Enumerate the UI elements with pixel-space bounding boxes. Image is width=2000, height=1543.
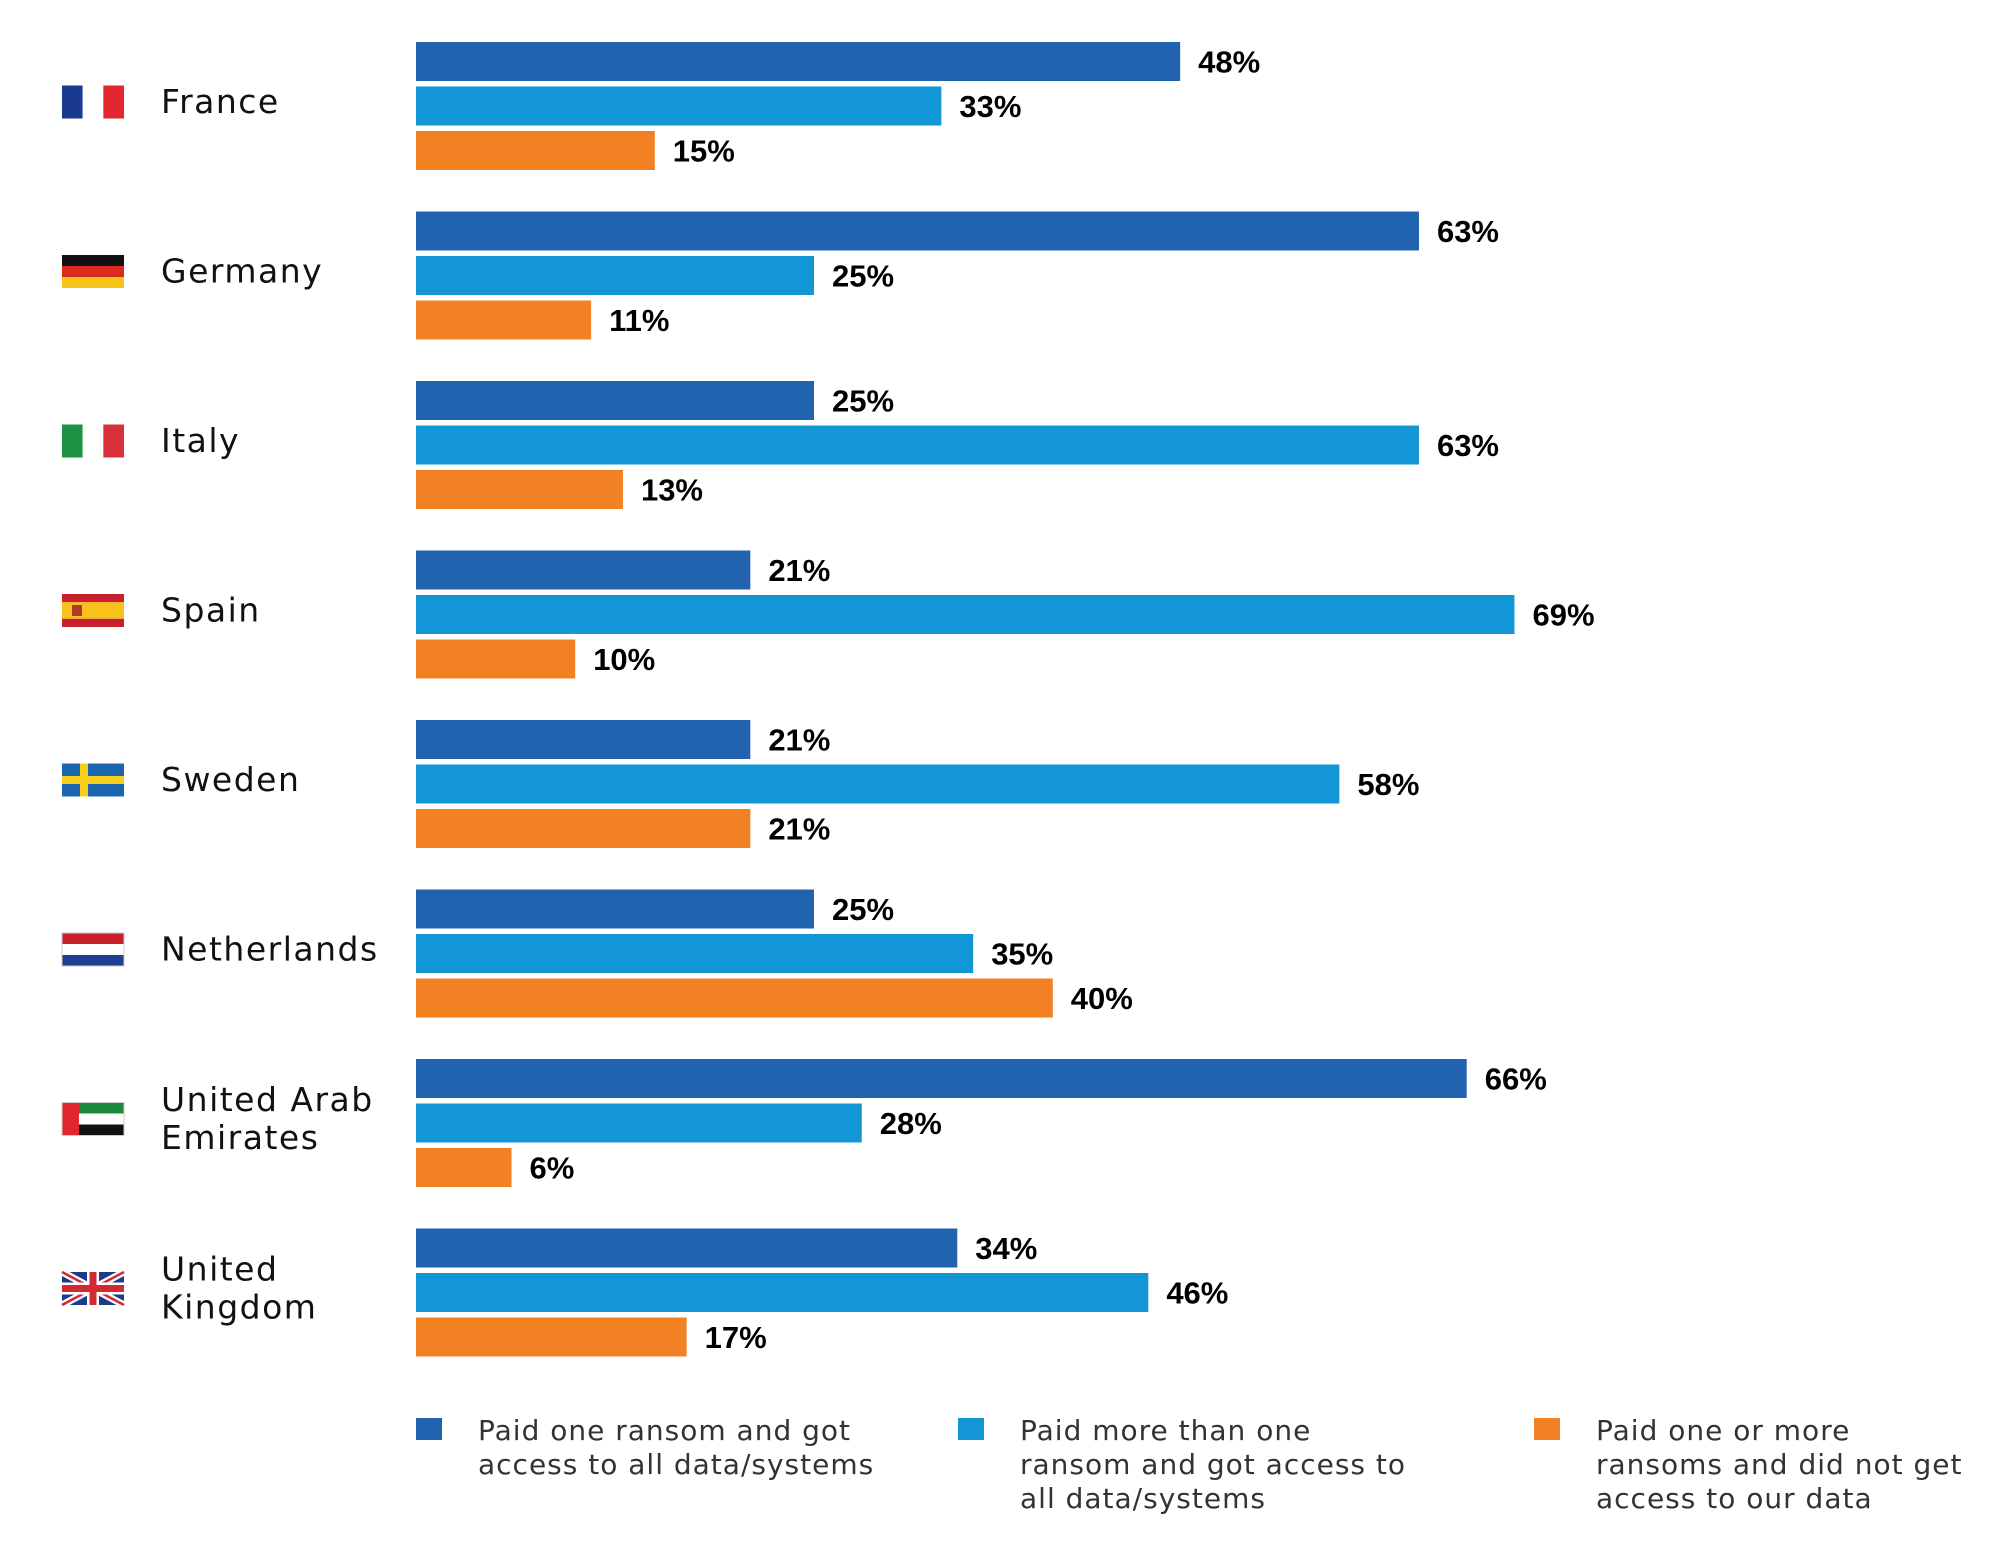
bar-sweden-series-1	[416, 720, 751, 759]
bar-france-series-2	[416, 86, 942, 126]
value-label-germany-series-3: 11%	[609, 303, 669, 338]
value-label-sweden-series-2: 58%	[1357, 767, 1419, 802]
value-label-united-kingdom-series-2: 46%	[1166, 1276, 1228, 1311]
france-flag-icon	[62, 85, 124, 119]
value-label-france-series-2: 33%	[959, 89, 1021, 124]
bar-united-arab-emirates-series-3	[416, 1148, 512, 1187]
bar-united-kingdom-series-1	[416, 1228, 958, 1268]
country-label-italy: Italy	[161, 421, 240, 460]
legend-swatch-series-3	[1534, 1418, 1560, 1440]
value-label-france-series-1: 48%	[1198, 45, 1260, 80]
value-label-italy-series-3: 13%	[641, 473, 703, 508]
bar-france-series-1	[416, 42, 1181, 81]
value-label-netherlands-series-2: 35%	[991, 937, 1053, 972]
uk-flag-icon	[60, 1268, 126, 1309]
legend-label-series-2-line-3: all data/systems	[1020, 1482, 1266, 1515]
legend-label-series-2-line-1: Paid more than one	[1020, 1414, 1311, 1447]
spain-flag-icon	[62, 594, 124, 627]
bar-italy-series-2	[416, 425, 1419, 465]
bar-sweden-series-2	[416, 764, 1340, 804]
legend-label-series-3-line-3: access to our data	[1596, 1482, 1873, 1515]
italy-flag-icon	[62, 424, 124, 458]
country-label-germany: Germany	[161, 252, 323, 291]
value-label-spain-series-1: 21%	[768, 553, 830, 588]
country-label-sweden: Sweden	[161, 760, 300, 799]
netherlands-flag-icon	[61, 932, 125, 967]
bar-sweden-series-3	[416, 809, 751, 848]
country-label-spain: Spain	[161, 591, 261, 630]
bar-germany-series-1	[416, 211, 1419, 251]
value-label-united-arab-emirates-series-3: 6%	[530, 1151, 575, 1186]
bar-netherlands-series-1	[416, 889, 814, 929]
bar-united-arab-emirates-series-1	[416, 1059, 1467, 1098]
uae-flag-icon	[61, 1102, 125, 1136]
legend-label-series-1-line-1: Paid one ransom and got	[478, 1414, 851, 1447]
bar-germany-series-3	[416, 300, 592, 340]
value-label-united-kingdom-series-3: 17%	[705, 1320, 767, 1355]
value-label-united-arab-emirates-series-1: 66%	[1485, 1062, 1547, 1097]
value-label-sweden-series-3: 21%	[768, 812, 830, 847]
country-label-united-kingdom-line-1: United	[161, 1250, 278, 1289]
country-label-united-arab-emirates-line-1: United Arab	[161, 1080, 374, 1119]
value-label-netherlands-series-3: 40%	[1071, 981, 1133, 1016]
country-labels: France Germany Italy Spain Sweden Netherlands…	[161, 82, 379, 1327]
germany-flag-icon	[62, 255, 124, 288]
bar-italy-series-1	[416, 381, 814, 420]
bar-italy-series-3	[416, 470, 623, 509]
bar-netherlands-series-3	[416, 978, 1053, 1018]
bar-spain-series-3	[416, 639, 576, 679]
flags	[60, 85, 126, 1309]
bar-spain-series-2	[416, 595, 1515, 634]
legend-label-series-2-line-2: ransom and got access to	[1020, 1448, 1406, 1481]
bar-france-series-3	[416, 131, 655, 170]
bars	[416, 42, 1515, 1357]
value-label-united-arab-emirates-series-2: 28%	[880, 1106, 942, 1141]
country-label-united-kingdom-line-2: Kingdom	[161, 1288, 317, 1327]
value-label-france-series-3: 15%	[673, 134, 735, 169]
legend-label-series-3-line-1: Paid one or more	[1596, 1414, 1850, 1447]
bar-united-arab-emirates-series-2	[416, 1103, 862, 1143]
country-label-united-arab-emirates-line-2: Emirates	[161, 1118, 319, 1157]
legend-label-series-1-line-2: access to all data/systems	[478, 1448, 874, 1481]
legend-label-series-3-line-2: ransoms and did not get	[1596, 1448, 1962, 1481]
country-label-france: France	[161, 82, 280, 121]
bar-netherlands-series-2	[416, 934, 974, 973]
legend-swatch-series-1	[416, 1418, 442, 1440]
value-label-spain-series-2: 69%	[1532, 598, 1594, 633]
bar-united-kingdom-series-3	[416, 1317, 687, 1357]
sweden-flag-icon	[62, 763, 124, 797]
value-label-spain-series-3: 10%	[593, 642, 655, 677]
bar-spain-series-1	[416, 550, 751, 590]
value-label-germany-series-2: 25%	[832, 259, 894, 294]
value-label-sweden-series-1: 21%	[768, 723, 830, 758]
legend-swatch-series-2	[958, 1418, 984, 1440]
value-labels: 48% 33% 15% 63% 25% 11% 25% 63% 13% 21% 69% 10% 21% 5…	[530, 45, 1595, 1356]
value-label-netherlands-series-1: 25%	[832, 892, 894, 927]
value-label-united-kingdom-series-1: 34%	[975, 1231, 1037, 1266]
value-label-italy-series-2: 63%	[1437, 428, 1499, 463]
bar-germany-series-2	[416, 256, 814, 295]
country-label-netherlands: Netherlands	[161, 930, 379, 969]
bar-united-kingdom-series-2	[416, 1273, 1149, 1312]
value-label-italy-series-1: 25%	[832, 384, 894, 419]
value-label-germany-series-1: 63%	[1437, 214, 1499, 249]
